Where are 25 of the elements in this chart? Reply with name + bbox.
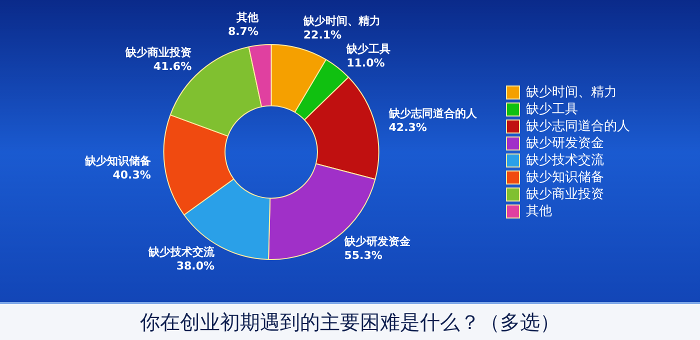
- data-label: 40.3%: [112, 168, 151, 182]
- legend-label: 缺少知识储备: [526, 170, 604, 185]
- legend-label: 缺少志同道合的人: [526, 118, 630, 134]
- data-label: 11.0%: [346, 56, 385, 70]
- legend-label: 缺少商业投资: [526, 186, 604, 202]
- data-label: 55.3%: [344, 248, 382, 262]
- data-label: 42.3%: [388, 121, 427, 134]
- data-label: 41.6%: [153, 60, 192, 74]
- data-label: 38.0%: [176, 259, 215, 272]
- legend-label: 缺少技术交流: [526, 152, 604, 168]
- legend-label: 缺少工具: [526, 102, 578, 117]
- text: 你在创业初期遇到的主要困难是什么？（多选）: [0, 302, 700, 340]
- slice-label: 缺少时间、精力: [302, 14, 380, 28]
- slice-label: 缺少研发资金: [343, 234, 412, 248]
- data-label: 8.7%: [228, 25, 258, 38]
- slice-label: 缺少技术交流: [148, 245, 216, 258]
- slice-label: 缺少工具: [346, 42, 391, 56]
- slice-label: 缺少志同道合的人: [388, 107, 478, 120]
- slice-label: 缺少商业投资: [124, 46, 192, 60]
- legend-label: 缺少研发资金: [526, 136, 604, 151]
- legend-label: 其他: [526, 204, 552, 219]
- slice-label: 其他: [235, 11, 260, 24]
- legend-label: 缺少时间、精力: [526, 84, 617, 100]
- data-label: 22.1%: [303, 28, 342, 42]
- slice-label: 缺少知识储备: [84, 154, 151, 168]
